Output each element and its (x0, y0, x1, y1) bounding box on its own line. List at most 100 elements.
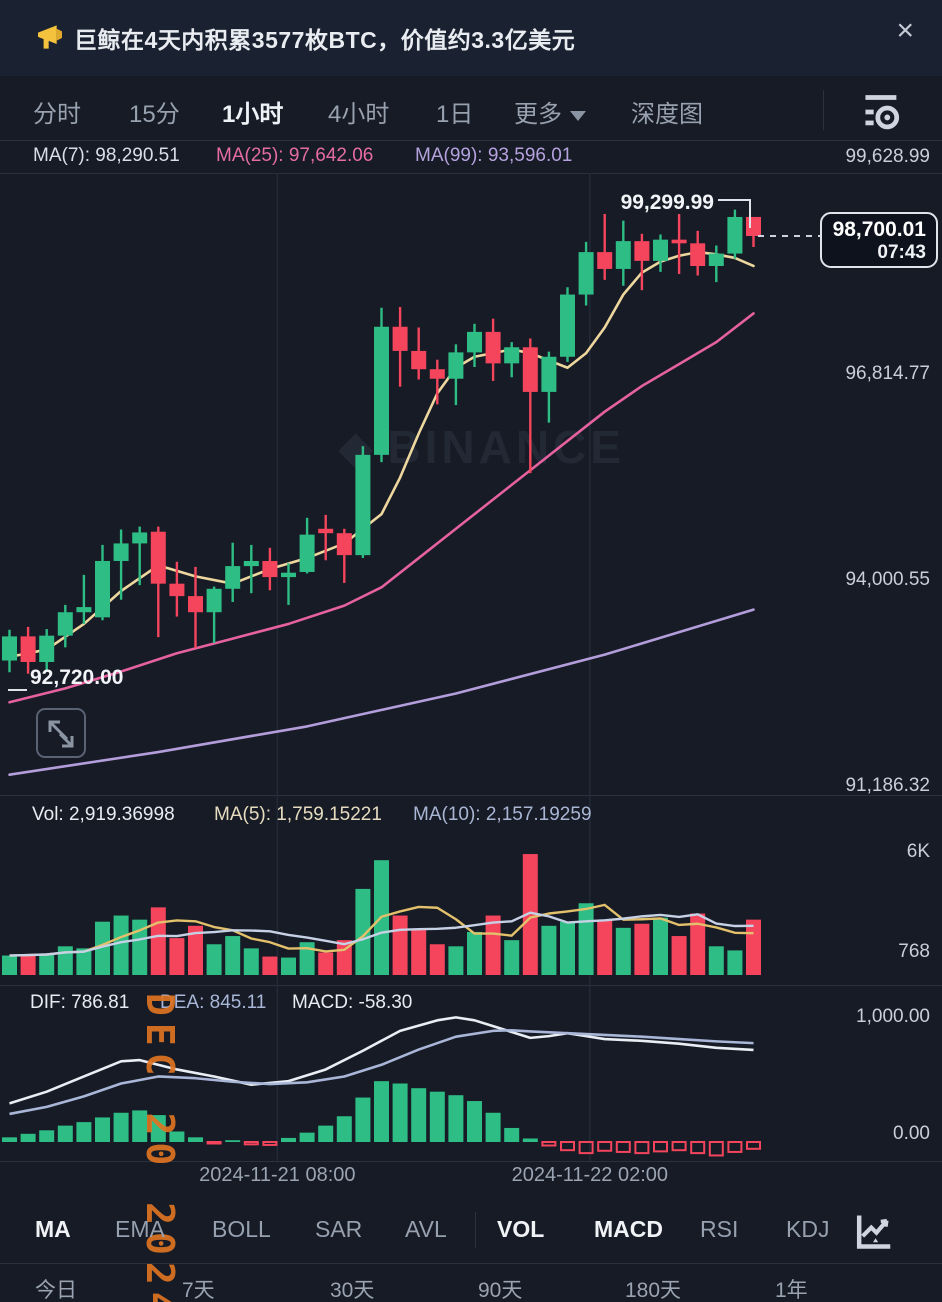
tab-5[interactable]: 1日 (436, 101, 474, 128)
range-item-5[interactable]: 180天 (625, 1279, 682, 1302)
candle-body (727, 216, 743, 254)
tab-4[interactable]: 4小时 (328, 101, 390, 128)
indicator-toolbar: MA EMA BOLL SAR AVL VOL MACD RSI KDJ (0, 1196, 942, 1263)
ma7-value: MA(7): 98,290.51 (33, 145, 180, 166)
candle-body (746, 216, 761, 236)
macd-bar-positive (169, 1131, 185, 1142)
candle-body (2, 636, 17, 661)
range-item-4[interactable]: 90天 (478, 1279, 523, 1302)
toolbar-divider (475, 1212, 476, 1248)
volume-bar (653, 917, 668, 975)
volume-bar (411, 929, 427, 975)
macd-bar-positive (20, 1133, 36, 1142)
range-item-6[interactable]: 1年 (775, 1279, 808, 1302)
tabbar-divider (823, 90, 824, 130)
range-item-1[interactable]: 今日 (35, 1279, 77, 1302)
macd-axis-label: 0.00 (893, 1123, 930, 1144)
expand-chart-button[interactable] (36, 708, 86, 758)
chart-settings-icon[interactable] (858, 92, 902, 132)
macd-bar-positive (318, 1125, 334, 1142)
volume-bar (20, 954, 36, 975)
candle-body (671, 239, 687, 244)
candle-body (299, 534, 315, 572)
vol-value: Vol: 2,919.36998 (32, 804, 175, 825)
indicator-avl[interactable]: AVL (405, 1216, 447, 1242)
volume-bar (355, 888, 371, 975)
volume-bar (336, 940, 352, 975)
indicator-kdj[interactable]: KDJ (786, 1216, 830, 1242)
volume-bar (578, 903, 594, 975)
ma99-line (8, 608, 755, 777)
candle-body (392, 326, 408, 351)
volume-bar (113, 915, 129, 975)
macd-bar-positive (39, 1130, 55, 1142)
range-item-2[interactable]: 7天 (182, 1279, 215, 1302)
candle-body (355, 454, 371, 556)
indicator-sar[interactable]: SAR (315, 1216, 363, 1242)
volume-bar (560, 921, 575, 975)
tab-1[interactable]: 分时 (33, 101, 81, 128)
macd-bar-positive (299, 1132, 315, 1142)
candle-body (318, 528, 334, 534)
date-label-1: 2024-11-21 08:00 (199, 1164, 356, 1186)
macd-bar-negative (615, 1141, 631, 1153)
last-price-badge[interactable]: 98,700.01 07:43 (820, 212, 938, 268)
indicator-rsi[interactable]: RSI (700, 1216, 739, 1242)
price-axis-label: 96,814.77 (845, 362, 930, 384)
macd-axis-label: 1,000.00 (856, 1006, 930, 1027)
macd-bar-negative (746, 1141, 761, 1150)
volume-bar (522, 854, 538, 975)
separator (0, 795, 942, 796)
price-axis-label: 94,000.55 (845, 568, 930, 590)
candle-body (634, 241, 650, 261)
candle-body (206, 588, 222, 613)
macd-bar-negative (541, 1141, 557, 1147)
candle-body (467, 331, 482, 353)
high-price-label: 99,299.99 (620, 191, 714, 214)
candle-body (560, 294, 575, 357)
macd-bar-positive (448, 1095, 464, 1142)
candle-body (411, 350, 427, 370)
low-price-label: 92,720.00 (30, 666, 124, 689)
macd-bar-positive (411, 1088, 427, 1142)
candle-body (336, 533, 352, 556)
volume-bar (169, 938, 185, 975)
volume-bar (188, 925, 203, 975)
macd-bar-positive (76, 1122, 92, 1142)
indicator-macd[interactable]: MACD (594, 1216, 663, 1242)
candle-body (485, 331, 501, 364)
volume-bar (281, 957, 296, 975)
macd-bar-positive (355, 1097, 371, 1142)
indicator-boll[interactable]: BOLL (212, 1216, 271, 1242)
tab-7[interactable]: 深度图 (631, 101, 703, 128)
dif-line (9, 1016, 754, 1105)
separator (0, 985, 942, 986)
candle-body (448, 352, 464, 379)
candle-body (578, 252, 594, 295)
range-item-3[interactable]: 30天 (330, 1279, 375, 1302)
candle-body (57, 612, 73, 636)
macd-bar-negative (578, 1141, 594, 1155)
ma25-value: MA(25): 97,642.06 (216, 145, 374, 166)
chart-edit-icon[interactable] (852, 1212, 894, 1250)
announcement-banner[interactable]: 巨鲸在4天内积累3577枚BTC，价值约3.3亿美元 × (0, 0, 942, 76)
indicator-ma[interactable]: MA (35, 1216, 71, 1242)
tab-2[interactable]: 15分 (129, 101, 180, 128)
expand-arrows-icon (48, 720, 74, 748)
ma-indicator-header: MA(7): 98,290.51 MA(25): 97,642.06 MA(99… (0, 141, 942, 173)
dea-line (9, 1028, 754, 1116)
indicator-ema[interactable]: EMA (115, 1216, 165, 1242)
candle-body (708, 253, 724, 267)
tab-6[interactable]: 更多 (514, 94, 586, 129)
candle-body (169, 583, 185, 597)
candle-body (39, 635, 55, 662)
vol-ma10-line (9, 911, 754, 957)
tab-3[interactable]: 1小时 (222, 101, 284, 128)
close-icon[interactable]: × (896, 14, 914, 47)
indicator-vol[interactable]: VOL (497, 1216, 545, 1242)
volume-bar (708, 946, 724, 975)
macd-bar-positive (57, 1125, 73, 1142)
vol-ma5-value: MA(5): 1,759.15221 (214, 804, 382, 825)
